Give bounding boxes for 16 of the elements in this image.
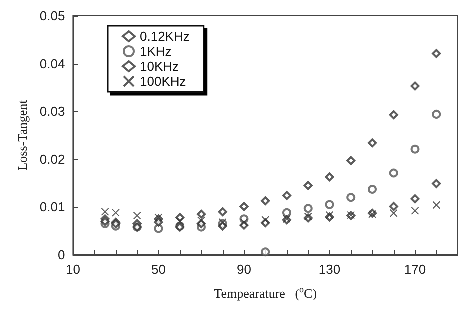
legend-label: 10KHz — [140, 59, 180, 74]
x-tick-label: 50 — [151, 262, 166, 277]
y-tick-label: 0 — [58, 248, 66, 262]
y-tick-label: 0.03 — [40, 104, 66, 120]
legend-label: 100KHz — [140, 74, 186, 89]
legend-label: 1KHz — [140, 44, 172, 59]
y-tick-label: 0.04 — [40, 56, 66, 72]
x-tick-label: 170 — [404, 262, 426, 277]
y-tick-label: 0.02 — [40, 152, 66, 167]
x-tick-label: 130 — [318, 262, 341, 277]
x-tick-label: 90 — [236, 262, 252, 277]
y-tick-label: 0.01 — [40, 200, 66, 215]
x-tick-label: 10 — [66, 262, 80, 277]
legend-label: 0.12KHz — [140, 29, 190, 44]
y-axis-title: Loss-Tangent — [15, 100, 30, 171]
y-tick-label: 0.05 — [40, 8, 66, 24]
